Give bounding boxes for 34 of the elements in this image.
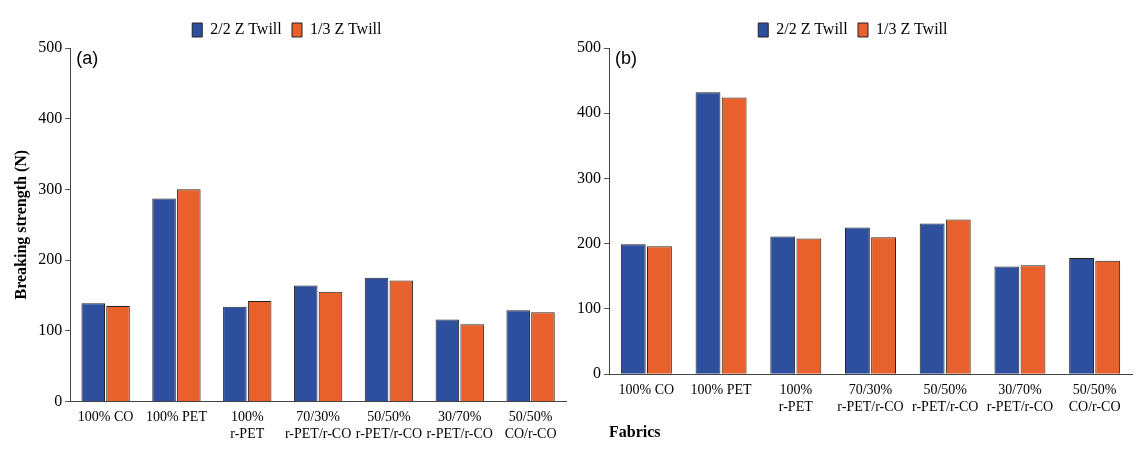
x-tick-label: 30/70% r-PET/r-CO: [986, 382, 1054, 415]
y-axis-title: Breaking strength (N): [11, 149, 30, 300]
x-tick-label: 100% PET: [690, 382, 753, 398]
x-tick-label: 50/50% r-PET/r-CO: [355, 409, 423, 442]
x-tick-label: 100% r-PET: [778, 382, 814, 415]
y-tick-label: 200: [577, 233, 601, 251]
y-tick-label: 200: [38, 250, 63, 268]
x-tick-label: 30/70% r-PET/r-CO: [426, 409, 493, 442]
x-tick-label: 100% PET: [145, 409, 208, 425]
legend-label: 2/2 Z Twill: [210, 20, 283, 38]
x-tick-label: 70/30% r-PET/r-CO: [837, 382, 904, 415]
y-tick-label: 400: [38, 108, 63, 126]
y-tick-label: 500: [577, 38, 601, 56]
x-tick-label: 70/30% r-PET/r-CO: [284, 409, 352, 442]
legend-label: 2/2 Z Twill: [776, 20, 849, 38]
legend-label: 1/3 Z Twill: [310, 20, 383, 38]
x-tick-label: 100% CO: [618, 382, 675, 398]
x-tick-label: 100% r-PET: [230, 409, 265, 442]
chart-title: (b): [615, 47, 637, 68]
x-tick-label: 50/50% CO/r-CO: [1068, 382, 1121, 415]
y-tick-label: 0: [54, 391, 63, 409]
y-tick-label: 400: [577, 103, 601, 121]
y-tick-label: 100: [577, 299, 601, 317]
x-tick-label: 50/50% CO/r-CO: [504, 409, 557, 442]
x-tick-label: 100% CO: [77, 409, 134, 425]
y-tick-label: 300: [38, 179, 63, 197]
y-tick-label: 300: [577, 168, 601, 186]
legend-label: 1/3 Z Twill: [876, 20, 949, 38]
x-tick-label: 50/50% r-PET/r-CO: [912, 382, 979, 415]
y-tick-label: 500: [38, 38, 63, 56]
y-tick-label: 0: [593, 364, 601, 382]
chart-title: (a): [76, 47, 99, 68]
y-tick-label: 100: [38, 320, 63, 338]
x-axis-title: Fabrics: [609, 422, 661, 440]
